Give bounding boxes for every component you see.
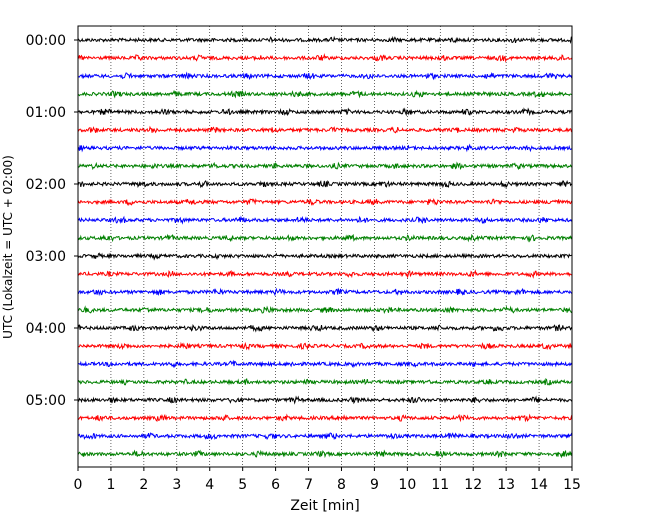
plot-frame <box>77 25 573 468</box>
trace-line <box>77 198 573 207</box>
x-tick-label: 7 <box>304 477 313 493</box>
traces <box>77 35 573 459</box>
trace-line <box>77 413 573 423</box>
trace-line <box>77 395 573 405</box>
x-tick-label: 0 <box>74 477 83 493</box>
trace-line <box>77 378 573 386</box>
x-tick-label: 14 <box>530 477 548 493</box>
y-tick-label: 02:00 <box>26 177 66 193</box>
x-tick-label: 8 <box>337 477 346 493</box>
trace-line <box>77 359 573 369</box>
trace-line <box>77 107 573 117</box>
trace-line <box>77 432 573 441</box>
trace-line <box>77 341 573 351</box>
trace-line <box>77 143 573 153</box>
trace-line <box>77 35 573 45</box>
trace-line <box>77 233 573 243</box>
x-tick-label: 9 <box>370 477 379 493</box>
x-axis-ticks: 0 1 2 3 4 5 6 7 8 9 10 11 12 13 14 15 <box>74 467 581 493</box>
x-tick-label: 4 <box>205 477 214 493</box>
trace-line <box>77 269 573 279</box>
y-tick-label: 00:00 <box>26 33 66 49</box>
plot-background <box>78 26 572 467</box>
y-tick-label: 03:00 <box>26 249 66 265</box>
y-tick-label: 04:00 <box>26 321 66 337</box>
x-tick-label: 13 <box>497 477 515 493</box>
y-axis-ticks: 00:00 01:00 02:00 03:00 04:00 05:00 <box>26 33 78 409</box>
trace-line <box>77 252 573 261</box>
trace-line <box>77 449 573 459</box>
trace-line <box>77 215 573 225</box>
trace-line <box>77 71 573 81</box>
trace-line <box>77 287 573 297</box>
trace-line <box>77 53 573 63</box>
y-tick-label: 01:00 <box>26 105 66 121</box>
y-tick-label: 05:00 <box>26 393 66 409</box>
trace-line <box>77 324 573 333</box>
trace-line <box>78 305 573 315</box>
trace-line <box>77 125 573 134</box>
x-tick-label: 5 <box>238 477 247 493</box>
trace-line <box>77 161 573 171</box>
trace-line <box>77 89 573 99</box>
trace-line <box>77 180 573 189</box>
x-tick-label: 2 <box>139 477 148 493</box>
x-tick-label: 12 <box>464 477 482 493</box>
x-axis-title: Zeit [min] <box>290 498 359 514</box>
x-tick-label: 11 <box>431 477 449 493</box>
x-tick-label: 10 <box>398 477 416 493</box>
x-tick-label: 1 <box>106 477 115 493</box>
x-tick-label: 15 <box>563 477 581 493</box>
x-tick-label: 6 <box>271 477 280 493</box>
x-tick-label: 3 <box>172 477 181 493</box>
y-axis-title: UTC (Lokalzeit = UTC + 02:00) <box>1 155 15 339</box>
